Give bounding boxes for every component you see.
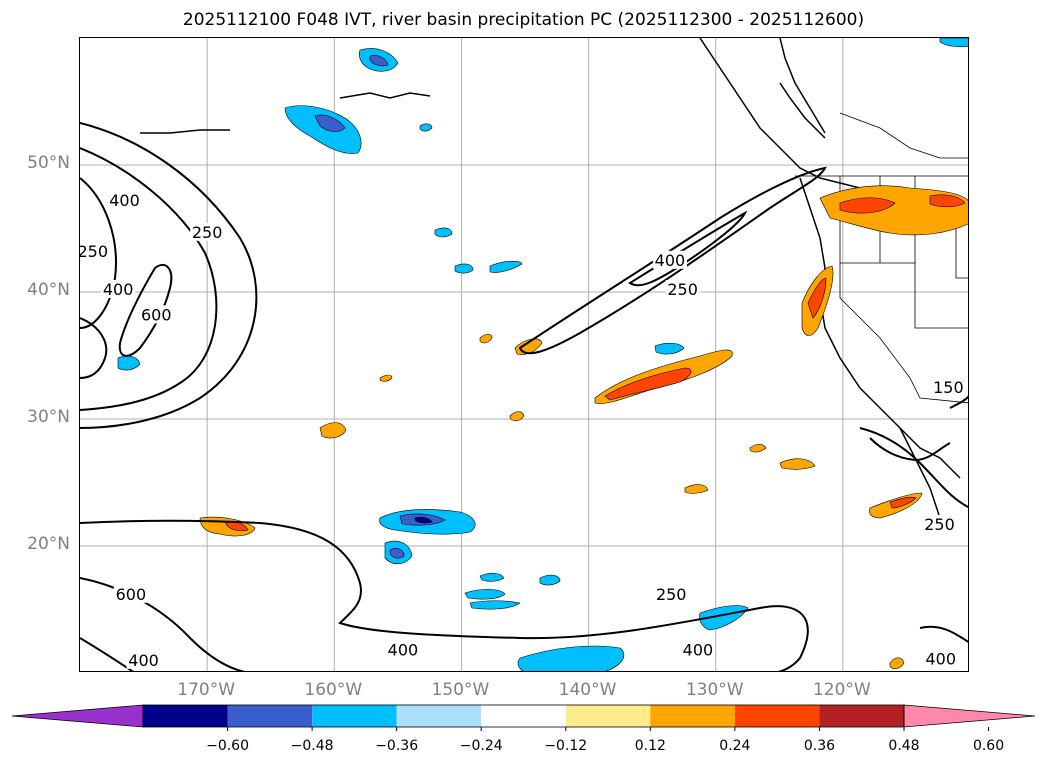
contour-label-bg [931,377,966,396]
contour-label: 400 [109,191,140,210]
contour-label-bg [107,191,142,210]
colorbar-cell [312,705,397,727]
contour-label: 400 [103,280,134,299]
colorbar-tick-label: 0.24 [719,738,751,754]
contour-label-bg [139,305,174,324]
colorbar-extend-high [903,704,1036,728]
colorbar-cell [227,705,313,727]
lat-label: 30°N [27,407,70,427]
ivt-contours [80,122,968,671]
colorbar-cell [396,705,482,727]
contour-label-bg [680,640,715,659]
colorbar-tick-label: −0.48 [290,738,334,754]
colorbar-border [142,704,905,728]
contour-label-bg [665,280,700,298]
negative-precip-shading [117,38,968,671]
lon-label: 150°W [431,680,490,700]
contour-label-bg [385,640,420,659]
contour-label: 400 [128,651,159,670]
colorbar-tick-label: 0.36 [803,738,836,754]
map-panel[interactable]: 250 400 250 400 600 400 250 250 400 400 400 600 250 4… [79,37,969,672]
colorbar-cell [565,705,651,727]
lon-label: 160°W [304,680,363,700]
colorbar [11,704,1036,731]
lon-label: 170°W [177,680,236,700]
coastlines [140,38,961,519]
contour-label-bg [652,250,687,269]
colorbar-tick-label: 0.12 [634,738,666,754]
contour-label: 600 [116,585,147,604]
colorbar-cell [650,705,735,727]
contour-label: 400 [683,641,714,660]
contour-label: 250 [656,585,687,604]
contour-label-bg [126,650,161,669]
lon-label: 140°W [558,680,617,700]
colorbar-tick-label: −0.36 [375,738,419,754]
contour-label: 400 [655,251,686,270]
contour-label-bg [80,241,110,260]
contour-label-bg [113,584,148,603]
contour-label: 250 [192,223,223,242]
colorbar-tick-label: −0.24 [459,738,503,754]
gridlines [80,38,968,671]
colorbar-cell [819,705,904,727]
contour-label: 600 [141,305,172,324]
colorbar-cell [734,705,820,727]
colorbar-tick-label: 0.60 [972,738,1005,754]
contour-label: 400 [925,650,956,669]
contour-label: 400 [388,641,419,660]
lon-label: 120°W [812,680,871,700]
colorbar-tick-label: 0.48 [888,738,920,754]
contour-label-bg [101,280,136,298]
lat-label: 20°N [27,534,70,554]
political-borders [795,112,968,404]
colorbar-cell [143,705,228,727]
lat-label: 40°N [27,280,70,300]
contour-label: 250 [80,242,108,261]
contour-label: 150 [933,378,964,397]
contour-label-bg [190,222,225,241]
colorbar-cell [481,705,566,727]
colorbar-tick-label: −0.12 [544,738,588,754]
colorbar-extend-low [11,704,144,728]
contour-label-bg [923,649,958,668]
contour-label: 250 [667,280,698,299]
lon-label: 130°W [685,680,744,700]
contour-label-bg [654,584,689,603]
colorbar-tick-label: −0.60 [206,738,249,754]
contour-labels: 250 400 250 400 600 400 250 250 400 400 400 600 250 4… [80,191,966,670]
contour-label: 250 [924,515,955,534]
contour-label-bg [922,514,957,533]
positive-precip-shading [199,185,968,669]
map-canvas[interactable]: 250 400 250 400 600 400 250 250 400 400 400 600 250 4… [80,38,969,672]
lat-label: 50°N [27,153,70,173]
map-title: 2025112100 F048 IVT, river basin precipi… [182,10,865,30]
